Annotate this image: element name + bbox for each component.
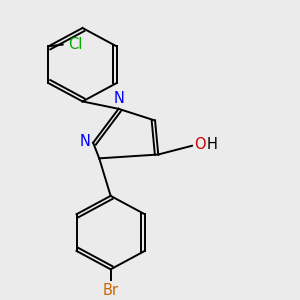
Text: Br: Br [103,283,118,298]
Text: O: O [194,137,206,152]
Text: N: N [80,134,90,149]
Text: N: N [113,91,124,106]
Text: H: H [206,137,217,152]
Text: Cl: Cl [68,37,82,52]
